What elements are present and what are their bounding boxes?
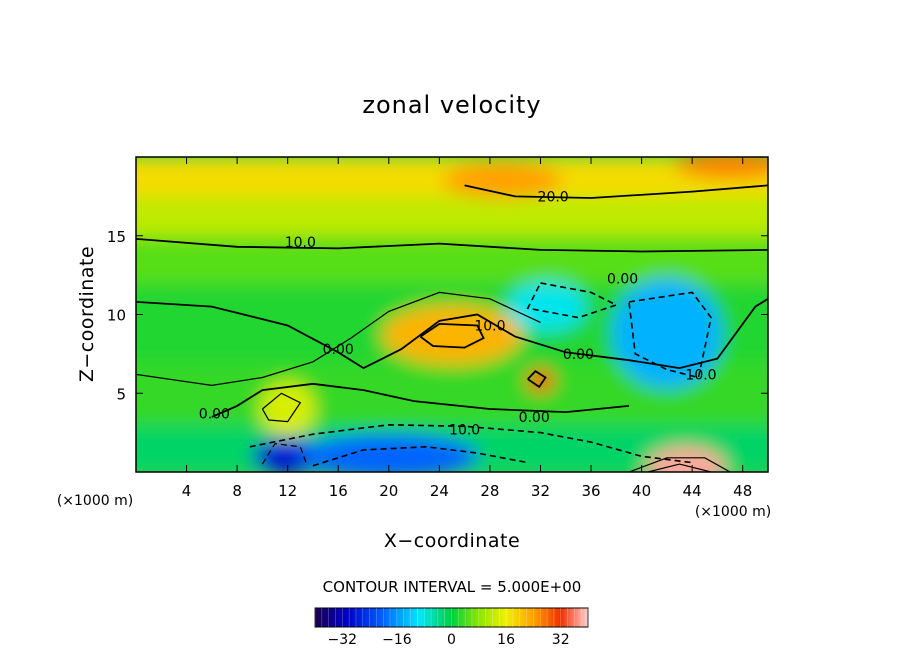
contour-label: 0.00 xyxy=(199,407,230,423)
contour-label: 0.00 xyxy=(323,342,354,358)
contour-line xyxy=(136,238,768,253)
y-axis-title: Z−coordinate xyxy=(76,246,98,382)
colorbar-tick-label: 16 xyxy=(497,632,515,648)
colorbar-ticks: −32 −16 0 16 32 xyxy=(314,608,589,648)
colorbar-tick-label: −32 xyxy=(328,632,358,648)
field-maximum xyxy=(382,304,522,365)
field-minimum xyxy=(611,278,722,389)
contour-label: 10.0 xyxy=(474,319,505,335)
contour-line-negative xyxy=(261,442,308,465)
x-unit-right: (×1000 m) xyxy=(695,504,771,520)
field-maximum xyxy=(442,162,563,199)
x-tick-label: 16 xyxy=(329,482,348,500)
contour-lines xyxy=(136,184,768,472)
x-tick-label: 40 xyxy=(632,482,651,500)
contour-line-negative xyxy=(249,423,693,464)
y-tick-label: 10 xyxy=(107,307,126,325)
colorbar-tick-label: −16 xyxy=(382,632,412,648)
contour-label: 10.0 xyxy=(685,367,716,383)
x-tick-label: 24 xyxy=(430,482,449,500)
field-maximum xyxy=(645,446,726,472)
contour-label: 10.0 xyxy=(449,422,480,438)
contour-line xyxy=(136,298,768,370)
x-tick-label: 32 xyxy=(531,482,550,500)
contour-line-negative xyxy=(628,291,712,379)
velocity-field xyxy=(136,157,768,472)
contour-line xyxy=(464,184,768,199)
x-tick-label: 4 xyxy=(182,482,192,500)
field-band xyxy=(136,196,768,236)
contour-line xyxy=(527,370,547,389)
contour-interval-label: CONTOUR INTERVAL = 5.000E+00 xyxy=(323,578,582,596)
x-unit-left: (×1000 m) xyxy=(57,493,133,509)
contour-label: 20.0 xyxy=(538,189,569,205)
field-maximum xyxy=(259,381,316,437)
contour-label: 10.0 xyxy=(285,235,316,251)
x-tick-label: 20 xyxy=(379,482,398,500)
colorbar-tick-label: 32 xyxy=(552,632,570,648)
colorbar-tick-label: 0 xyxy=(447,632,456,648)
contour-line xyxy=(136,291,541,387)
x-tick-label: 28 xyxy=(480,482,499,500)
x-tick-label: 48 xyxy=(733,482,752,500)
x-tick-label: 8 xyxy=(232,482,242,500)
field-minimum xyxy=(506,281,587,332)
contour-line xyxy=(261,392,302,423)
chart-title: zonal velocity xyxy=(362,91,541,119)
contour-line xyxy=(647,463,712,472)
contour-line xyxy=(419,322,485,349)
plot-area xyxy=(136,157,768,472)
field-band xyxy=(136,235,768,283)
x-axis-title: X−coordinate xyxy=(384,530,520,552)
x-tick-label: 44 xyxy=(683,482,702,500)
y-tick-label: 15 xyxy=(107,228,126,246)
contour-line xyxy=(628,457,731,472)
contour-label: 0.00 xyxy=(607,271,638,287)
contour-label: 0.00 xyxy=(563,347,594,363)
x-tick-label: 12 xyxy=(278,482,297,500)
x-tick-label: 36 xyxy=(581,482,600,500)
contour-label: 0.00 xyxy=(519,410,550,426)
contour-line-negative xyxy=(526,282,619,319)
field-minimum xyxy=(298,434,479,472)
field-maximum xyxy=(526,368,555,393)
contour-line xyxy=(211,382,630,418)
field-maximum xyxy=(675,157,768,179)
y-tick-label: 5 xyxy=(116,385,126,403)
colorbar: −32 −16 0 16 32 xyxy=(314,607,589,648)
contour-line-negative xyxy=(312,445,528,467)
contour-labels: 20.0 10.0 0.00 0.00 10.0 0.00 10.0 0.00 0.00 10.0 xyxy=(199,189,717,438)
colorbar-gradient xyxy=(314,607,589,628)
